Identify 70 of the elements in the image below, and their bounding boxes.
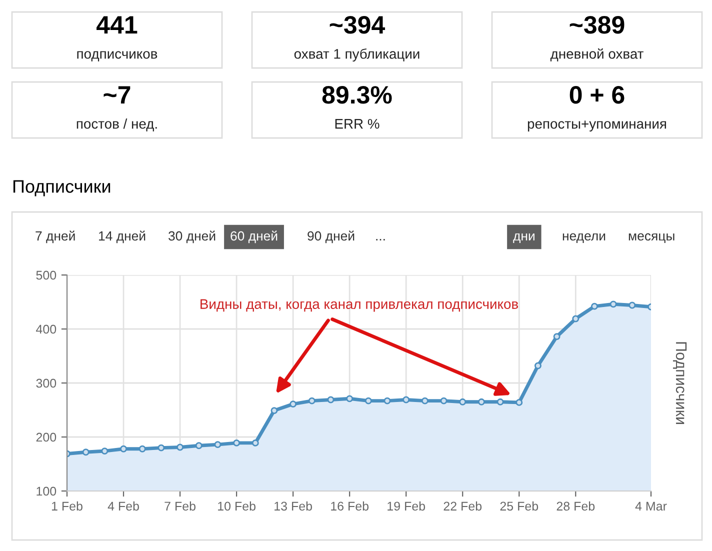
point xyxy=(101,448,108,455)
point xyxy=(478,398,485,406)
text: охват 1 публикации xyxy=(294,48,420,62)
point xyxy=(553,333,560,340)
point xyxy=(233,439,240,446)
text: 14 дней xyxy=(99,230,146,244)
point xyxy=(346,395,354,402)
point xyxy=(327,396,334,404)
y-tick-label: 400 xyxy=(36,324,56,334)
y-tick-label: 200 xyxy=(36,432,56,442)
point xyxy=(252,439,259,446)
x-tick-label: 1 Feb xyxy=(52,501,82,511)
point xyxy=(591,302,598,310)
text: ~389 xyxy=(570,16,624,34)
text: ERR % xyxy=(335,118,380,129)
x-tick-label: 16 Feb xyxy=(331,501,369,511)
x-tick-label: 25 Feb xyxy=(500,501,538,511)
point xyxy=(195,442,202,450)
x-tick-label: 4 Mar xyxy=(635,502,667,511)
point xyxy=(138,445,146,452)
x-tick-label: 4 Feb xyxy=(108,501,139,511)
point xyxy=(308,397,316,404)
point xyxy=(120,445,127,452)
text: ~394 xyxy=(330,16,386,34)
x-tick-label: 7 Feb xyxy=(164,501,196,511)
text: 90 дней xyxy=(308,230,354,244)
point xyxy=(628,302,636,309)
annotation: Видны даты, когда канал привлекал подписчиков xyxy=(200,299,518,312)
point xyxy=(176,444,184,451)
point xyxy=(270,407,278,414)
text: 30 дней xyxy=(168,230,216,244)
y-tick-label: 500 xyxy=(36,270,56,280)
x-tick-label: 28 Feb xyxy=(556,501,595,511)
text: месяцы xyxy=(628,233,674,244)
text: 89.3% xyxy=(322,86,392,104)
text: ~7 xyxy=(104,86,130,104)
point xyxy=(516,398,523,406)
text: подписчиков xyxy=(77,51,158,62)
text: дневной охват xyxy=(550,48,644,62)
text: дни xyxy=(513,233,534,244)
text: репосты+упоминания xyxy=(528,120,666,132)
point xyxy=(496,398,504,406)
text: 0 + 6 xyxy=(570,86,624,104)
point xyxy=(610,300,617,308)
text: постов / нед. xyxy=(76,118,157,132)
text: недели xyxy=(562,233,606,244)
y-tick-label: 100 xyxy=(36,486,56,496)
text: 7 дней xyxy=(36,230,75,244)
point xyxy=(290,400,297,408)
point xyxy=(364,397,372,404)
point xyxy=(572,315,580,322)
text: 60 дней xyxy=(230,230,278,244)
text: 441 xyxy=(96,16,138,34)
y-axis-title: Подписчики xyxy=(13,180,110,196)
y-tick-label: 300 xyxy=(36,378,56,388)
point xyxy=(82,448,90,456)
point xyxy=(534,362,542,370)
x-tick-label: 10 Feb xyxy=(218,501,256,511)
point xyxy=(421,397,428,404)
x-tick-label: 22 Feb xyxy=(444,501,482,511)
x-tick-label: 19 Feb xyxy=(388,501,426,511)
point xyxy=(384,397,391,404)
point xyxy=(158,444,165,452)
text: ... xyxy=(376,239,385,240)
point xyxy=(402,396,410,404)
text: Подписчики xyxy=(673,342,687,424)
point xyxy=(214,441,222,448)
x-tick-label: 13 Feb xyxy=(274,501,312,511)
point xyxy=(440,397,448,404)
point xyxy=(459,398,466,406)
